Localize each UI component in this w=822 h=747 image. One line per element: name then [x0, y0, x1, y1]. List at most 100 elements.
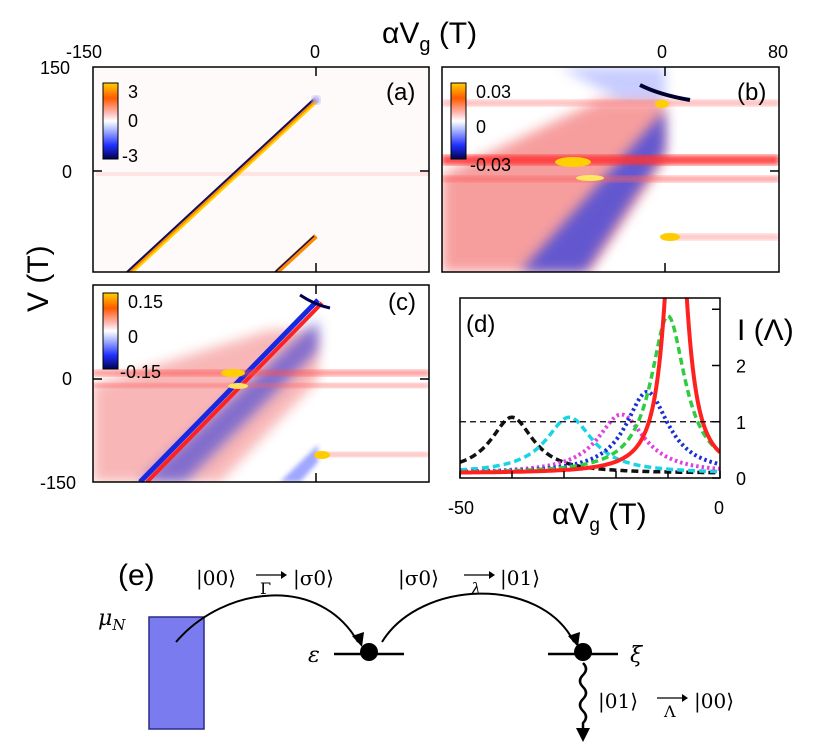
transition-2-rate: λ: [470, 579, 481, 598]
left-tick-150: 150: [40, 58, 70, 78]
panel-a-colorbar-mid: 0: [128, 111, 138, 131]
left-tick-0-c: 0: [62, 369, 72, 389]
panel-d: (d) I (Λ) 0 1 2 -50 0 αVg (T): [448, 297, 794, 536]
panel-c-band-upper: [93, 370, 429, 376]
panel-c-red-diagonal: [145, 301, 324, 482]
panel-c-band-lower: [93, 383, 429, 388]
panel-d-series-green: [460, 314, 720, 474]
arc-reservoir-to-epsilon: [175, 594, 359, 643]
panel-c-lower-blue: [280, 445, 318, 482]
panel-c-dark-spot: [299, 293, 331, 310]
arc1-arrowhead: [352, 632, 364, 647]
transition-2-from: |σ0⟩: [398, 566, 439, 591]
panel-d-label: (d): [466, 311, 495, 338]
panel-c-colorbar-min: -0.15: [120, 362, 161, 382]
transition-3: |01⟩ Λ |00⟩: [598, 689, 734, 721]
left-tick-0-a: 0: [62, 162, 72, 182]
panel-c-frame: [92, 284, 430, 483]
panel-b-band-right: [665, 234, 779, 240]
panel-b-band-top: [442, 100, 779, 106]
panel-b-dark-spot: [639, 83, 691, 102]
panel-b-frame: [441, 66, 780, 273]
panel-c-hotspot-upper: [221, 369, 245, 377]
panel-b-band-lower: [442, 176, 779, 182]
transition-2-arrowhead: [489, 571, 495, 579]
panel-a-colorbar: [102, 82, 119, 160]
panel-b-colorbar-max: 0.03: [476, 82, 511, 102]
panel-a-main-diagonal-dark: [126, 99, 314, 272]
panel-b-colorbar-mid: 0: [476, 117, 486, 137]
panel-c-blue-diagonal: [138, 298, 320, 482]
panel-d-ytick-2: 2: [736, 357, 746, 377]
panel-c-hotspot-right: [314, 451, 330, 459]
panel-c-band-right: [318, 452, 429, 457]
transition-1-rate: Γ: [260, 579, 271, 598]
panel-c-red-region: [93, 330, 318, 482]
top-tick-0-right: 0: [657, 42, 667, 62]
xi-label: ξ: [630, 643, 644, 668]
transition-2: |σ0⟩ λ |01⟩: [398, 566, 540, 598]
top-tick-minus150: -150: [66, 42, 102, 62]
panel-a-lower-diagonal-dark: [274, 235, 315, 272]
panel-b-blue-top: [560, 67, 665, 100]
panel-d-curves: [460, 298, 720, 475]
panel-b-hotspot-right: [660, 233, 680, 241]
panel-b-hotspot-center: [555, 157, 591, 167]
panel-d-ylabel: I (Λ): [737, 314, 794, 347]
arc-epsilon-to-xi: [381, 592, 575, 643]
transition-1-from: |00⟩: [196, 566, 236, 591]
panel-d-series-red: [460, 298, 720, 475]
decay-wavy-arrow: [578, 662, 588, 728]
panel-d-ytick-0: 0: [736, 469, 746, 489]
panel-d-xtick-minus50: -50: [448, 498, 474, 518]
panel-b-hotspot-top: [655, 100, 669, 108]
panel-c-colorbar-mid: 0: [128, 327, 138, 347]
top-tick-80: 80: [768, 42, 788, 62]
panel-b-label: (b): [737, 79, 766, 106]
panel-b-colorbar-min: -0.03: [470, 155, 511, 175]
top-axis-title: αVg (T): [382, 17, 477, 56]
epsilon-label: ε: [308, 643, 320, 668]
panel-a-end-spot: [312, 96, 320, 104]
panel-a-bg: [93, 67, 429, 272]
panel-d-xtick-0: 0: [714, 498, 724, 518]
panel-c-label: (c): [388, 289, 416, 316]
level-xi-dot: [574, 643, 592, 661]
diagram-label: (e): [118, 559, 155, 592]
arc2-arrowhead: [568, 632, 580, 647]
panel-b-colorbar: [450, 82, 467, 160]
panel-a: 3 0 -3 (a): [92, 66, 430, 273]
panel-a-main-diagonal-bright: [132, 100, 319, 272]
panel-a-colorbar-max: 3: [128, 82, 138, 102]
panel-d-series-cyan: [460, 415, 720, 474]
panel-b-blue-band: [520, 110, 665, 272]
diagram-e: (e) μN ε ξ |00⟩ Γ |σ0⟩ |σ0⟩ λ |01⟩: [98, 559, 734, 742]
mu-label: μN: [98, 606, 126, 634]
panel-c: 0.15 0 -0.15 (c): [92, 284, 430, 483]
decay-arrowhead: [576, 728, 590, 742]
panel-b-band-upper: [442, 155, 779, 165]
panel-a-colorbar-min: -3: [122, 146, 138, 166]
transition-3-rate: Λ: [663, 702, 676, 721]
panel-c-hotspot-lower: [228, 383, 248, 389]
transition-1-to: |σ0⟩: [293, 566, 334, 591]
panel-c-colorbar-max: 0.15: [128, 292, 163, 312]
panel-a-lower-diagonal: [275, 234, 318, 272]
panel-a-label: (a): [386, 79, 415, 106]
level-epsilon-dot: [360, 643, 378, 661]
panel-c-colorbar: [102, 292, 119, 370]
transition-1-arrowhead: [281, 571, 287, 579]
panel-a-main-diagonal-outer: [127, 97, 319, 272]
panel-d-series-magenta: [460, 412, 720, 474]
left-axis-title: V (T): [22, 245, 55, 312]
panel-a-frame: [92, 66, 430, 273]
transition-2-to: |01⟩: [500, 566, 540, 591]
panel-d-frame: [459, 297, 721, 479]
top-tick-0-left: 0: [310, 42, 320, 62]
panel-d-ticks: [459, 308, 721, 479]
transition-1: |00⟩ Γ |σ0⟩: [196, 566, 334, 598]
left-tick-minus150: -150: [40, 473, 76, 493]
panel-d-series-blue: [460, 389, 720, 474]
panel-b: 0.03 0 -0.03 (b): [441, 66, 780, 273]
